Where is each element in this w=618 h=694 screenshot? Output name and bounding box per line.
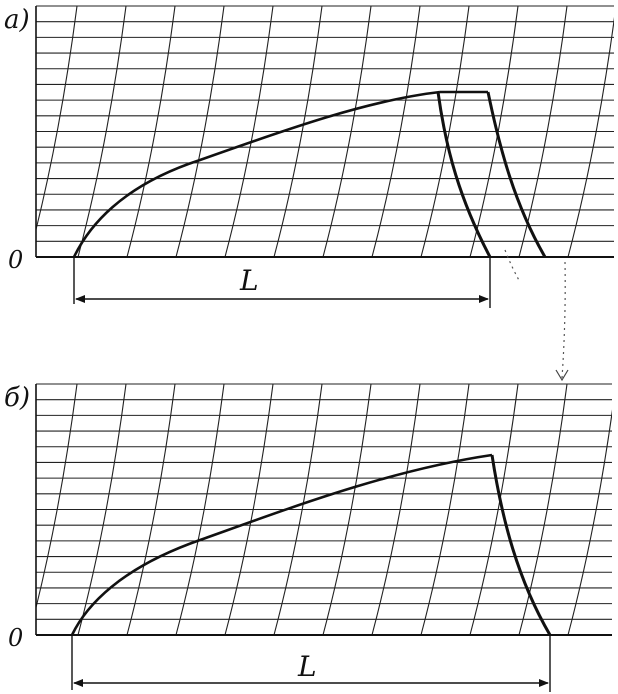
- a-grid-curve: [0, 6, 28, 257]
- panel-b-profile-curve: [70, 453, 493, 636]
- dotted-connector-long: [561, 261, 566, 379]
- panel-b-curved-lines: [0, 384, 612, 635]
- dotted-connector: [504, 249, 521, 283]
- panel-a-origin-label: 0: [8, 246, 23, 274]
- panel-a-inner-boundary: [436, 91, 492, 258]
- b-grid-curve: [224, 384, 274, 635]
- a-grid-curve: [322, 6, 372, 257]
- b-grid-curve: [469, 384, 519, 635]
- a-grid-curve: [126, 6, 176, 257]
- a-grid-curve: [273, 6, 323, 257]
- panel-a-grid: [0, 5, 614, 258]
- panel-a-curved-lines: [0, 6, 614, 257]
- panel-b: б) 0 L: [0, 383, 612, 692]
- panel-b-dimension-label: L: [297, 650, 317, 683]
- b-grid-curve: [567, 409, 612, 635]
- b-grid-curve: [273, 384, 323, 635]
- a-grid-curve: [518, 6, 568, 257]
- b-grid-curve: [126, 384, 176, 635]
- panel-a-profile-curve: [72, 90, 441, 258]
- connector-arrow-head: [555, 369, 569, 382]
- panel-a-dimension-label: L: [239, 264, 259, 297]
- b-grid-curve: [0, 384, 28, 635]
- panel-b-grid: [0, 383, 612, 636]
- a-grid-curve: [371, 6, 421, 257]
- a-grid-curve: [77, 6, 127, 257]
- b-grid-curve: [420, 384, 470, 635]
- panel-a-outer-boundary: [486, 91, 547, 258]
- panel-b-boundary: [490, 454, 552, 636]
- b-grid-curve: [518, 384, 568, 635]
- panel-b-label: б): [4, 383, 30, 413]
- a-grid-curve: [224, 6, 274, 257]
- a-grid-curve: [567, 16, 614, 257]
- b-grid-curve: [175, 384, 225, 635]
- panel-a: а) 0 L: [0, 5, 614, 308]
- panel-b-origin-label: 0: [8, 624, 23, 652]
- b-grid-curve: [322, 384, 372, 635]
- a-grid-curve: [175, 6, 225, 257]
- panel-b-horizontal-lines: [36, 383, 612, 636]
- a-grid-curve: [420, 6, 470, 257]
- b-grid-curve: [77, 384, 127, 635]
- panel-a-label: а): [4, 5, 30, 35]
- b-grid-curve: [371, 384, 421, 635]
